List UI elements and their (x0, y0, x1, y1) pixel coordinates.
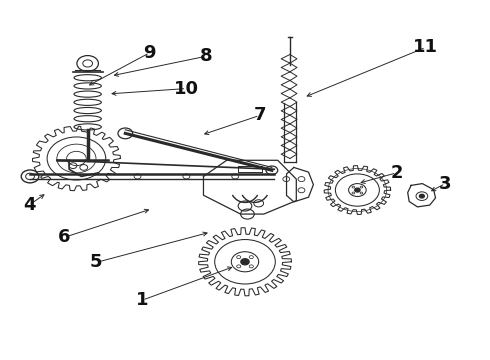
Circle shape (241, 259, 249, 265)
Circle shape (419, 194, 424, 198)
Text: 11: 11 (413, 38, 438, 56)
Text: 8: 8 (199, 47, 212, 65)
Text: 7: 7 (253, 107, 266, 125)
Text: 6: 6 (58, 228, 71, 246)
Circle shape (355, 188, 360, 192)
Text: 3: 3 (439, 175, 452, 193)
Text: 4: 4 (23, 196, 35, 214)
Text: 5: 5 (90, 253, 102, 271)
Text: 1: 1 (136, 291, 148, 309)
Text: 9: 9 (144, 44, 156, 62)
Text: 2: 2 (390, 164, 403, 182)
Text: 10: 10 (174, 80, 199, 98)
